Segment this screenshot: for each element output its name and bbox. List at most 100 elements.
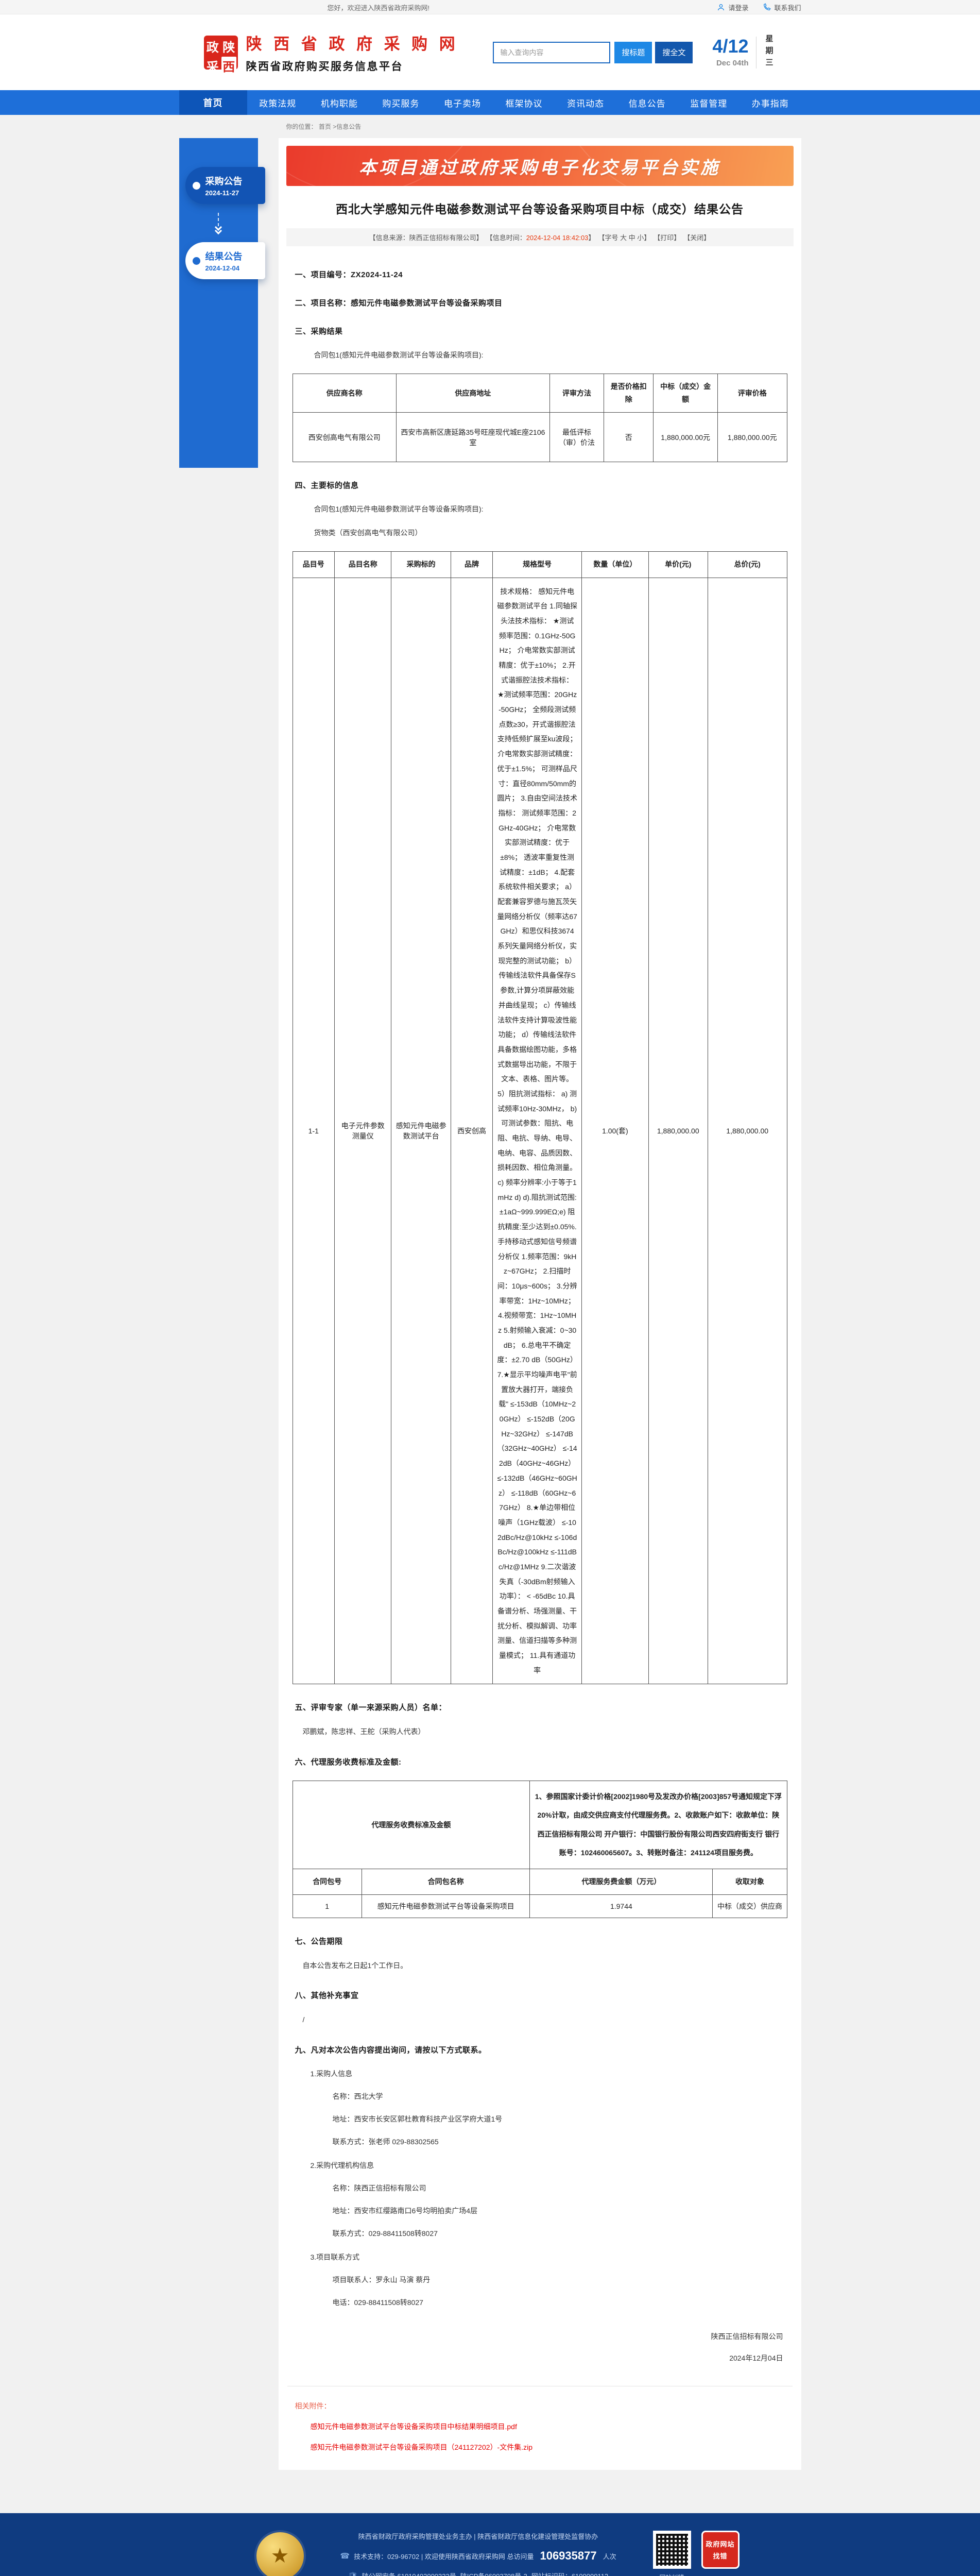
other-matters-text: / (302, 2015, 305, 2024)
quantity-cell: 1.00(套) (581, 577, 649, 1685)
section-heading-review-experts: 五、评审专家（单一来源采购人员）名单： (295, 1703, 447, 1713)
review-method-cell: 最低评标（审）价法 (549, 412, 605, 463)
table-header-row: 品目号 品目名称 采购标的 品牌 规格型号 数量（单位） 单价(元) 总价(元) (292, 551, 787, 578)
fee-amount-cell: 1.9744 (529, 1894, 713, 1918)
attachments-label: 相关附件： (295, 2401, 331, 2410)
item-no-cell: 1-1 (292, 577, 335, 1685)
footer-support-line: ☎ 技术支持：029-96702 | 欢迎使用陕西省政府采购网 总访问量 106… (340, 2549, 616, 2563)
timeline-arrow-down-icon (179, 207, 258, 239)
fee-payer-cell: 中标（成交）供应商 (712, 1894, 787, 1918)
column-header: 是否价格扣除 (604, 373, 654, 413)
nav-item-policies[interactable]: 政策法规 (259, 98, 297, 109)
sidebar-item-procurement-announcement[interactable]: 采购公告 2024-11-27 (185, 167, 265, 204)
column-header: 总价(元) (707, 551, 787, 578)
column-header: 评审价格 (717, 373, 787, 413)
site-header: 政 陕 采 西 陕 西 省 政 府 采 购 网 陕西省政府购买服务信息平台 搜标… (0, 14, 980, 90)
nav-item-guide[interactable]: 办事指南 (751, 98, 789, 109)
procurement-target-cell: 感知元件电磁参数测试平台 (391, 577, 451, 1685)
timeline-dot (192, 257, 200, 265)
sidebar-item-result-announcement[interactable]: 结果公告 2024-12-04 (185, 242, 265, 279)
login-link[interactable]: 请登录 (717, 3, 748, 12)
fee-standard-desc-cell: 1、参照国家计委计价格[2002]1980号及发改办价格[2003]857号通知… (529, 1781, 787, 1869)
table-row: 代理服务收费标准及金额 1、参照国家计委计价格[2002]1980号及发改办价格… (292, 1781, 787, 1869)
public-security-record[interactable]: 陕公网安备 61010402000333号 (362, 2571, 456, 2576)
attachments-block: 相关附件： 感知元件电磁参数测试平台等设备采购项目中标结果明细项目.pdf 感知… (287, 2385, 793, 2470)
close-button[interactable]: 【关闭】 (683, 234, 711, 242)
announcement-timeline-sidebar: 采购公告 2024-11-27 结果公告 2024-12-04 (179, 138, 265, 468)
page-title: 西北大学感知元件电磁参数测试平台等设备采购项目中标（成交）结果公告 (336, 202, 744, 216)
search-fulltext-button[interactable]: 搜全文 (655, 41, 693, 63)
table-header-row: 供应商名称 供应商地址 评审方法 是否价格扣除 中标（成交）金额 评审价格 (292, 373, 787, 413)
top-utility-bar: 您好，欢迎进入陕西省政府采购网! 请登录 联系我们 (0, 0, 980, 14)
print-button[interactable]: 【打印】 (654, 234, 681, 242)
phone-icon: ☎ (340, 2552, 350, 2561)
item-name-cell: 电子元件参数测量仪 (334, 577, 392, 1685)
site-title: 陕 西 省 政 府 采 购 网 (246, 35, 459, 53)
fee-standard-label-cell: 代理服务收费标准及金额 (292, 1781, 530, 1869)
contract-package-note: 合同包1(感知元件电磁参数测试平台等设备采购项目): (314, 351, 484, 359)
project-contact-phone: 电话：029-88411508转8027 (332, 2298, 423, 2307)
announcement-article: 本项目通过政府采购电子化交易平台实施 西北大学感知元件电磁参数测试平台等设备采购… (278, 138, 801, 2470)
signoff-block: 陕西正信招标有限公司 2024年12月04日 (287, 2331, 793, 2363)
project-contact-person: 项目联系人：罗永山 马演 蔡丹 (332, 2275, 431, 2284)
review-price-cell: 1,880,000.00元 (717, 412, 787, 463)
font-size-controls[interactable]: 【字号 大 中 小】 (598, 234, 651, 242)
announcement-period-text: 自本公告发布之日起1个工作日。 (302, 1961, 408, 1970)
date-day-month: 4/12 (712, 36, 749, 57)
info-time-value: 2024-12-04 18:42:03 (526, 234, 589, 242)
nav-item-framework-agreement[interactable]: 框架协议 (505, 98, 543, 109)
attachment-zip-link[interactable]: 感知元件电磁参数测试平台等设备采购项目（241127202）-文件集.zip (310, 2443, 532, 2451)
table-header-row: 合同包号 合同包名称 代理服务费金额（万元） 收取对象 (292, 1868, 787, 1895)
section-heading-project-number: 一、项目编号：ZX2024-11-24 (295, 270, 403, 279)
unit-price-cell: 1,880,000.00 (648, 577, 708, 1685)
agency-address: 地址：西安市红缨路南口6号均明拍卖广场4层 (332, 2206, 478, 2215)
agency-name: 名称：陕西正信招标有限公司 (332, 2183, 426, 2192)
table-row: 西安创高电气有限公司 西安市高新区唐延路35号旺座现代城E座2106室 最低评标… (292, 412, 787, 463)
date-english: Dec 04th (716, 59, 749, 67)
nav-item-e-marketplace[interactable]: 电子卖场 (443, 98, 481, 109)
nav-item-news[interactable]: 资讯动态 (567, 98, 605, 109)
qr-label: 网站纠错 (659, 2573, 684, 2576)
purchaser-info-title: 1.采购人信息 (310, 2069, 353, 2078)
column-header: 品目号 (292, 551, 335, 578)
column-header: 合同包名称 (361, 1868, 530, 1895)
footer-beian-line: 🛡 陕公网安备 61010402000333号 陕ICP备06003708号-3… (348, 2571, 608, 2576)
info-time: 【信息时间：2024-12-04 18:42:03】 (486, 234, 595, 242)
welcome-text: 您好，欢迎进入陕西省政府采购网! (327, 4, 430, 12)
table-row: 1 感知元件电磁参数测试平台等设备采购项目 1.9744 中标（成交）供应商 (292, 1894, 787, 1918)
site-identification-code: 网站标识码：6100000112 (531, 2571, 608, 2576)
visit-counter: 106935877 (540, 2549, 597, 2563)
signoff-date: 2024年12月04日 (729, 2353, 783, 2362)
column-header: 供应商地址 (396, 373, 550, 413)
date-widget: 4/12 Dec 04th 星期三 (712, 35, 796, 70)
eprocurement-banner: 本项目通过政府采购电子化交易平台实施 (286, 146, 794, 186)
agency-fee-table: 代理服务收费标准及金额 1、参照国家计委计价格[2002]1980号及发改办价格… (292, 1781, 787, 1918)
nav-item-home[interactable]: 首页 (179, 90, 247, 115)
icp-record[interactable]: 陕ICP备06003708号-3 (460, 2571, 527, 2576)
site-error-correction-qr[interactable]: 网站纠错 (652, 2530, 691, 2576)
supplier-address-cell: 西安市高新区唐延路35号旺座现代城E座2106室 (396, 412, 550, 463)
purchaser-name: 名称：西北大学 (332, 2092, 383, 2100)
price-deduction-cell: 否 (604, 412, 654, 463)
column-header: 代理服务费金额（万元） (529, 1868, 713, 1895)
gov-site-error-report-badge[interactable]: 政府网站 找错 (701, 2530, 740, 2569)
nav-item-purchase-services[interactable]: 购买服务 (382, 98, 420, 109)
site-logo[interactable]: 政 陕 采 西 (203, 35, 238, 75)
nav-item-functions[interactable]: 机构职能 (320, 98, 358, 109)
attachment-pdf-link[interactable]: 感知元件电磁参数测试平台等设备采购项目中标结果明细项目.pdf (310, 2422, 517, 2431)
nav-item-supervision[interactable]: 监督管理 (690, 98, 728, 109)
package-no-cell: 1 (292, 1894, 362, 1918)
goods-category-note: 货物类（西安创高电气有限公司） (314, 529, 422, 537)
breadcrumb-home-link[interactable]: 首页 (318, 123, 331, 130)
column-header: 收取对象 (712, 1868, 787, 1895)
nav-item-announcements[interactable]: 信息公告 (628, 98, 666, 109)
column-header: 中标（成交）金额 (653, 373, 718, 413)
contact-us-link[interactable]: 联系我们 (763, 3, 801, 12)
search-input[interactable] (493, 41, 611, 63)
section-heading-project-name: 二、项目名称：感知元件电磁参数测试平台等设备采购项目 (295, 299, 503, 308)
column-header: 评审方法 (549, 373, 605, 413)
emblem-badge-icon: ★ (256, 2532, 304, 2576)
search-title-button[interactable]: 搜标题 (614, 41, 652, 63)
date-divider (755, 36, 757, 69)
main-navigation: 首页 政策法规 机构职能 购买服务 电子卖场 框架协议 资讯动态 信息公告 监督… (0, 90, 980, 115)
